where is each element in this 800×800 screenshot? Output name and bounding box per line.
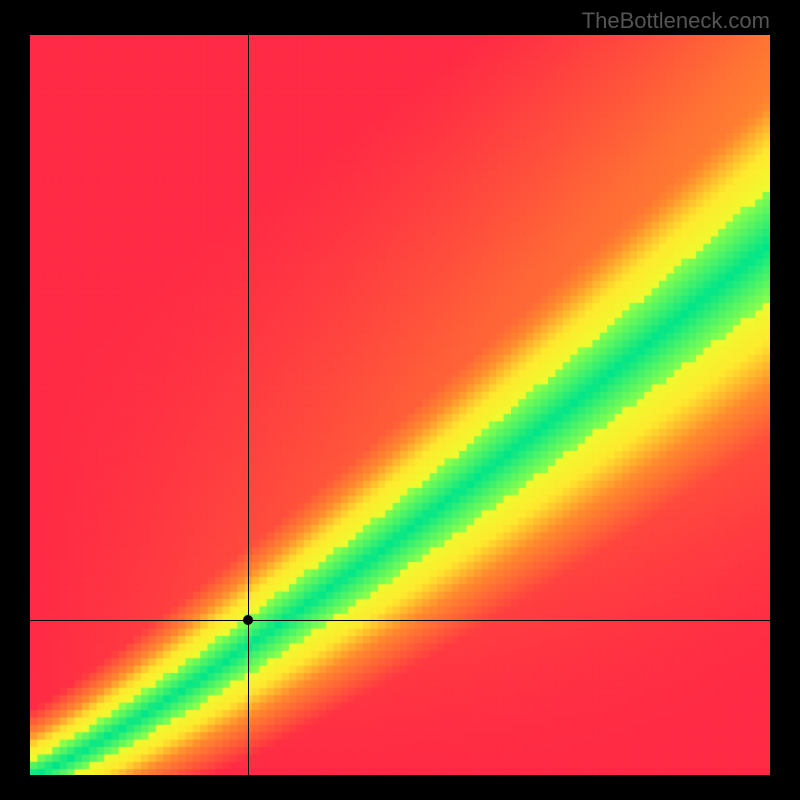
heatmap-canvas [30, 35, 770, 775]
crosshair-horizontal [30, 620, 770, 621]
heatmap-plot [30, 35, 770, 775]
crosshair-marker [243, 615, 253, 625]
crosshair-vertical [248, 35, 249, 775]
watermark-text: TheBottleneck.com [582, 8, 770, 34]
